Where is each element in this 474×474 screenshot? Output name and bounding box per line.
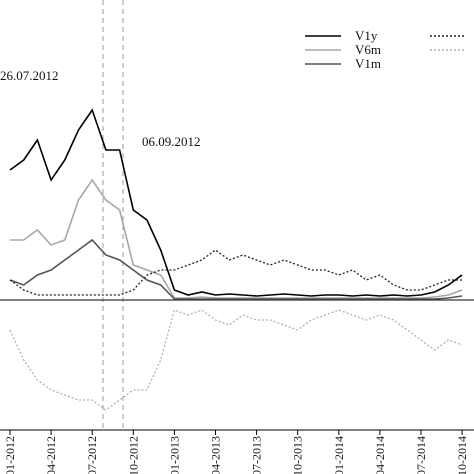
x-tick-label: 10-2013 <box>291 436 305 474</box>
annotation: 26.07.2012 <box>0 68 59 83</box>
x-tick-label: 04-2014 <box>373 436 387 474</box>
x-tick-label: 07-2013 <box>250 436 264 474</box>
x-tick-label: 10-2014 <box>455 436 469 474</box>
x-tick-label: 10-2012 <box>126 436 140 474</box>
annotation: 06.09.2012 <box>142 134 201 149</box>
legend-label: V6m <box>355 42 381 57</box>
series-line <box>9 309 463 411</box>
x-tick-label: 04-2013 <box>209 436 223 474</box>
x-tick-label: 07-2012 <box>85 436 99 474</box>
series-line <box>9 108 463 297</box>
x-tick-label: 01-2012 <box>3 436 17 474</box>
x-tick-label: 04-2012 <box>44 436 58 474</box>
series-line <box>9 249 463 296</box>
x-tick-label: 01-2013 <box>167 436 181 474</box>
x-tick-label: 07-2014 <box>414 436 428 474</box>
legend-box <box>298 28 474 70</box>
series-line <box>9 238 463 300</box>
x-tick-label: 01-2014 <box>332 436 346 474</box>
series-line <box>10 178 463 299</box>
legend-label: V1m <box>355 56 381 71</box>
legend-label: V1y <box>355 28 378 43</box>
